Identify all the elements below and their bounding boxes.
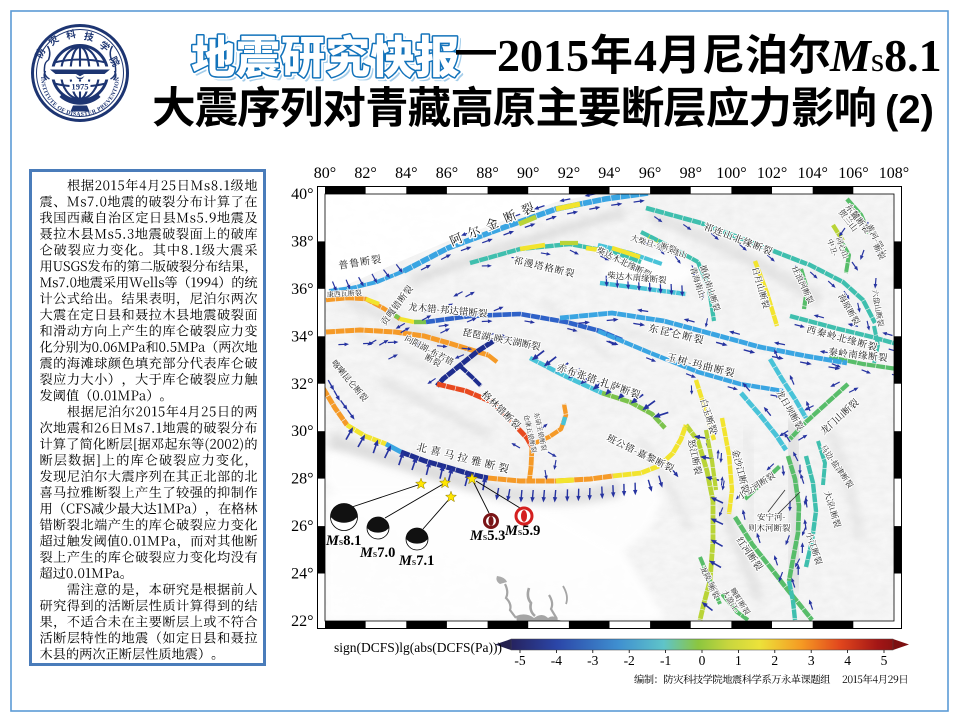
svg-text:94°: 94° [598,165,620,182]
svg-text:2: 2 [771,653,778,668]
svg-text:92°: 92° [558,165,580,182]
svg-text:4: 4 [634,30,657,81]
svg-text:3: 3 [808,653,815,668]
svg-text:Ms8.1: Ms8.1 [829,30,942,81]
svg-text:82°: 82° [354,165,376,182]
svg-text:26°: 26° [291,518,313,535]
svg-text:34°: 34° [291,328,313,345]
svg-text:(2): (2) [885,88,934,132]
svg-text:Ms5.3: Ms5.3 [469,528,505,544]
svg-text:88°: 88° [476,165,498,182]
svg-text:Ms7.1: Ms7.1 [398,553,434,569]
svg-text:5: 5 [881,653,888,668]
svg-text:22°: 22° [291,613,313,630]
svg-text:-2: -2 [624,653,635,668]
svg-text:106°: 106° [838,165,868,182]
svg-text:24°: 24° [291,566,313,583]
svg-text:0: 0 [699,653,706,668]
svg-text:108°: 108° [879,165,909,182]
svg-text:84°: 84° [395,165,417,182]
svg-text:-1: -1 [660,653,671,668]
svg-text:104°: 104° [797,165,827,182]
svg-text:98°: 98° [680,165,702,182]
svg-text:Ms7.0: Ms7.0 [359,545,395,561]
svg-text:102°: 102° [757,165,787,182]
svg-text:36°: 36° [291,281,313,298]
svg-text:-5: -5 [514,653,525,668]
svg-text:30°: 30° [291,423,313,440]
svg-text:38°: 38° [291,233,313,250]
svg-text:32°: 32° [291,376,313,393]
svg-text:Ms5.9: Ms5.9 [504,523,540,539]
svg-text:80°: 80° [314,165,336,182]
svg-text:96°: 96° [639,165,661,182]
svg-text:90°: 90° [517,165,539,182]
svg-text:Ms8.1: Ms8.1 [325,533,361,549]
svg-text:2015: 2015 [497,30,589,81]
svg-text:1975: 1975 [71,82,88,92]
svg-text:86°: 86° [436,165,458,182]
svg-text:4: 4 [844,653,851,668]
svg-text:-4: -4 [551,653,562,668]
svg-text:1: 1 [735,653,742,668]
svg-text:-3: -3 [587,653,598,668]
svg-text:sign(DCFS)lg(abs(DCFS(Pa))): sign(DCFS)lg(abs(DCFS(Pa))) [334,640,502,655]
svg-text:100°: 100° [716,165,746,182]
svg-text:28°: 28° [291,471,313,488]
svg-text:40°: 40° [291,186,313,203]
